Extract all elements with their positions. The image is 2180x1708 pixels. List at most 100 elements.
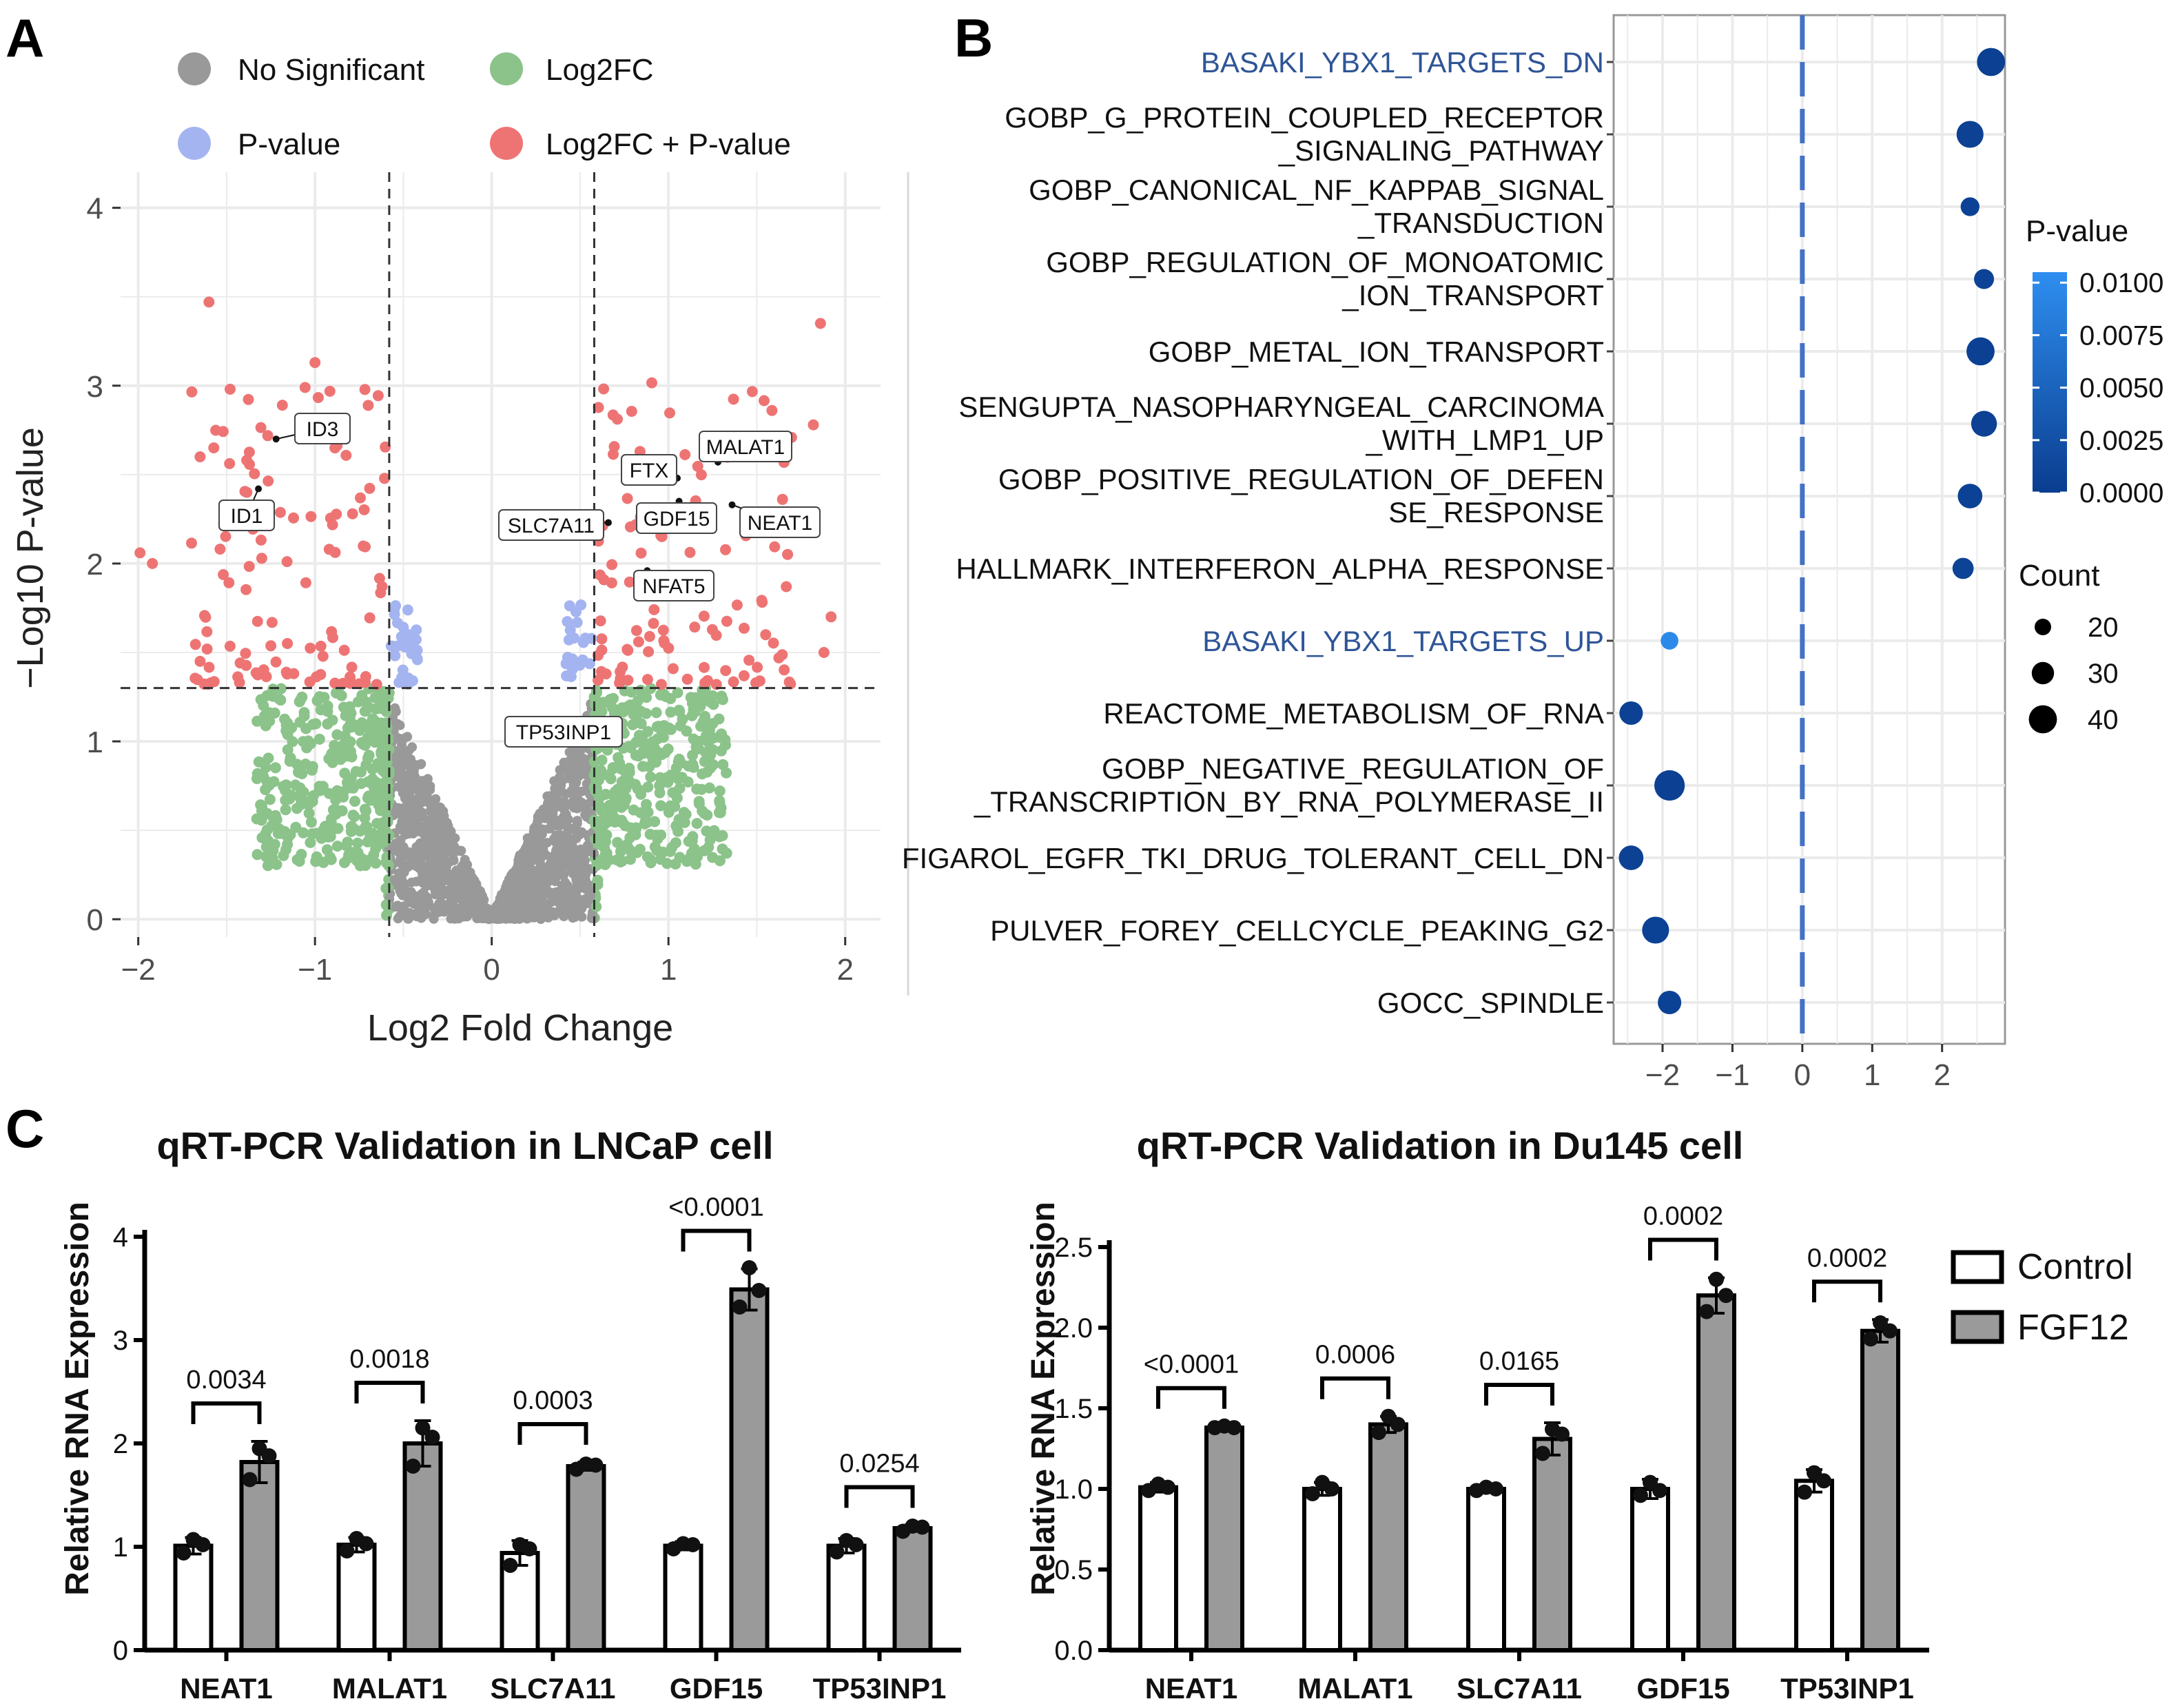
volcano-point [346, 661, 358, 673]
volcano-point [403, 814, 413, 825]
volcano-point [249, 468, 260, 480]
volcano-point [430, 819, 440, 830]
volcano-point [673, 772, 685, 784]
enrichment-dot [1960, 197, 1980, 216]
volcano-point [278, 850, 289, 861]
volcano-point [398, 825, 408, 835]
enrichment-dot [1618, 845, 1644, 870]
volcano-point [703, 841, 714, 853]
volcano-point [567, 841, 577, 851]
volcano-point [752, 661, 763, 673]
volcano-point [714, 795, 726, 807]
volcano-point [375, 805, 387, 816]
volcano-point [596, 633, 608, 645]
bar-y-tick-label: 0 [113, 1636, 128, 1666]
lncap-chart-title: qRT-PCR Validation in LNCaP cell [156, 1124, 773, 1167]
volcano-point [264, 794, 276, 805]
bar-y-tick-label: 2 [113, 1429, 128, 1459]
significance-bracket [1812, 1279, 1882, 1303]
volcano-point [635, 788, 647, 800]
volcano-point [311, 827, 322, 839]
volcano-point [201, 644, 213, 655]
volcano-point [558, 870, 568, 881]
volcano-point [340, 449, 352, 461]
volcano-point [429, 903, 439, 913]
volcano-point [575, 599, 587, 610]
volcano-point [664, 407, 675, 419]
volcano-point [692, 460, 703, 472]
volcano-point [263, 779, 275, 791]
volcano-point [693, 796, 705, 807]
volcano-point [814, 318, 826, 329]
volcano-point [648, 617, 659, 629]
volcano-point [672, 825, 684, 837]
volcano-point [276, 400, 288, 411]
volcano-point [317, 650, 329, 662]
volcano-point [596, 706, 608, 717]
volcano-x-tick-label: 1 [660, 953, 677, 987]
volcano-point [282, 638, 294, 649]
significance-bracket [1156, 1386, 1226, 1409]
replicate-point [415, 1420, 431, 1436]
volcano-point [400, 785, 410, 795]
volcano-point [298, 710, 310, 722]
volcano-point [612, 816, 624, 827]
volcano-point [325, 513, 336, 524]
volcano-point [389, 603, 400, 615]
panel-a-volcano: A No Significant Log2FC P-value Log2FC +… [6, 8, 909, 1049]
panel-letter-b: B [954, 8, 993, 68]
volcano-point [721, 847, 732, 859]
volcano-point [606, 559, 618, 570]
volcano-point [511, 899, 520, 909]
volcano-point [517, 911, 527, 921]
volcano-point [451, 883, 462, 894]
volcano-point [134, 547, 146, 559]
gene-label-nfat5: NFAT5 [642, 575, 705, 598]
gene-label-anchor [255, 485, 263, 493]
volcano-point [639, 815, 651, 827]
volcano-point [220, 531, 232, 542]
volcano-point [526, 869, 536, 879]
bar-category-label: SLC7A11 [1457, 1672, 1582, 1705]
legend-label-fc: Log2FC [546, 53, 654, 87]
volcano-point [434, 864, 444, 874]
enrichment-x-axis: −2 −1 0 1 2 [1645, 1044, 1951, 1092]
volcano-point [244, 459, 256, 470]
volcano-point [360, 735, 372, 747]
bar-fgf12 [1860, 1328, 1900, 1653]
volcano-point [317, 784, 329, 796]
bar-fgf12 [1368, 1422, 1408, 1652]
volcano-point [243, 561, 255, 573]
volcano-point [325, 816, 337, 828]
volcano-point [677, 713, 688, 725]
volcano-gene-labels: ID3 ID1 FTX MALAT1 GDF15 NEAT1 SLC7A11 NFAT5 TP5… [218, 413, 821, 748]
volcano-point [349, 823, 360, 835]
replicate-point [1324, 1481, 1339, 1496]
volcano-point [256, 805, 267, 816]
volcano-point [635, 684, 646, 696]
volcano-point [635, 547, 647, 559]
legend-swatch-pv [178, 127, 211, 160]
size-legend-dot [2031, 661, 2055, 685]
significance-bracket [191, 1401, 262, 1424]
volcano-point [777, 649, 788, 661]
volcano-point [691, 818, 703, 830]
volcano-point [562, 857, 573, 867]
panel-c-qrtpcr: C qRT-PCR Validation in LNCaP cell qRT-P… [6, 1098, 2133, 1705]
volcano-point [440, 844, 451, 854]
volcano-point [668, 663, 679, 675]
gene-label-gdf15: GDF15 [644, 508, 710, 531]
volcano-point [435, 803, 445, 813]
gene-label-ftx: FTX [630, 460, 669, 482]
volcano-point [218, 569, 229, 580]
bar-category-label: NEAT1 [180, 1672, 273, 1705]
replicate-point [1863, 1331, 1878, 1347]
volcano-point [255, 667, 267, 679]
volcano-point [633, 730, 645, 741]
bar-fgf12 [1204, 1426, 1244, 1653]
replicate-point [1652, 1483, 1667, 1499]
volcano-point [644, 761, 655, 772]
gene-label-slc7a11: SLC7A11 [508, 515, 595, 537]
volcano-point [359, 384, 371, 395]
volcano-point [442, 818, 452, 828]
